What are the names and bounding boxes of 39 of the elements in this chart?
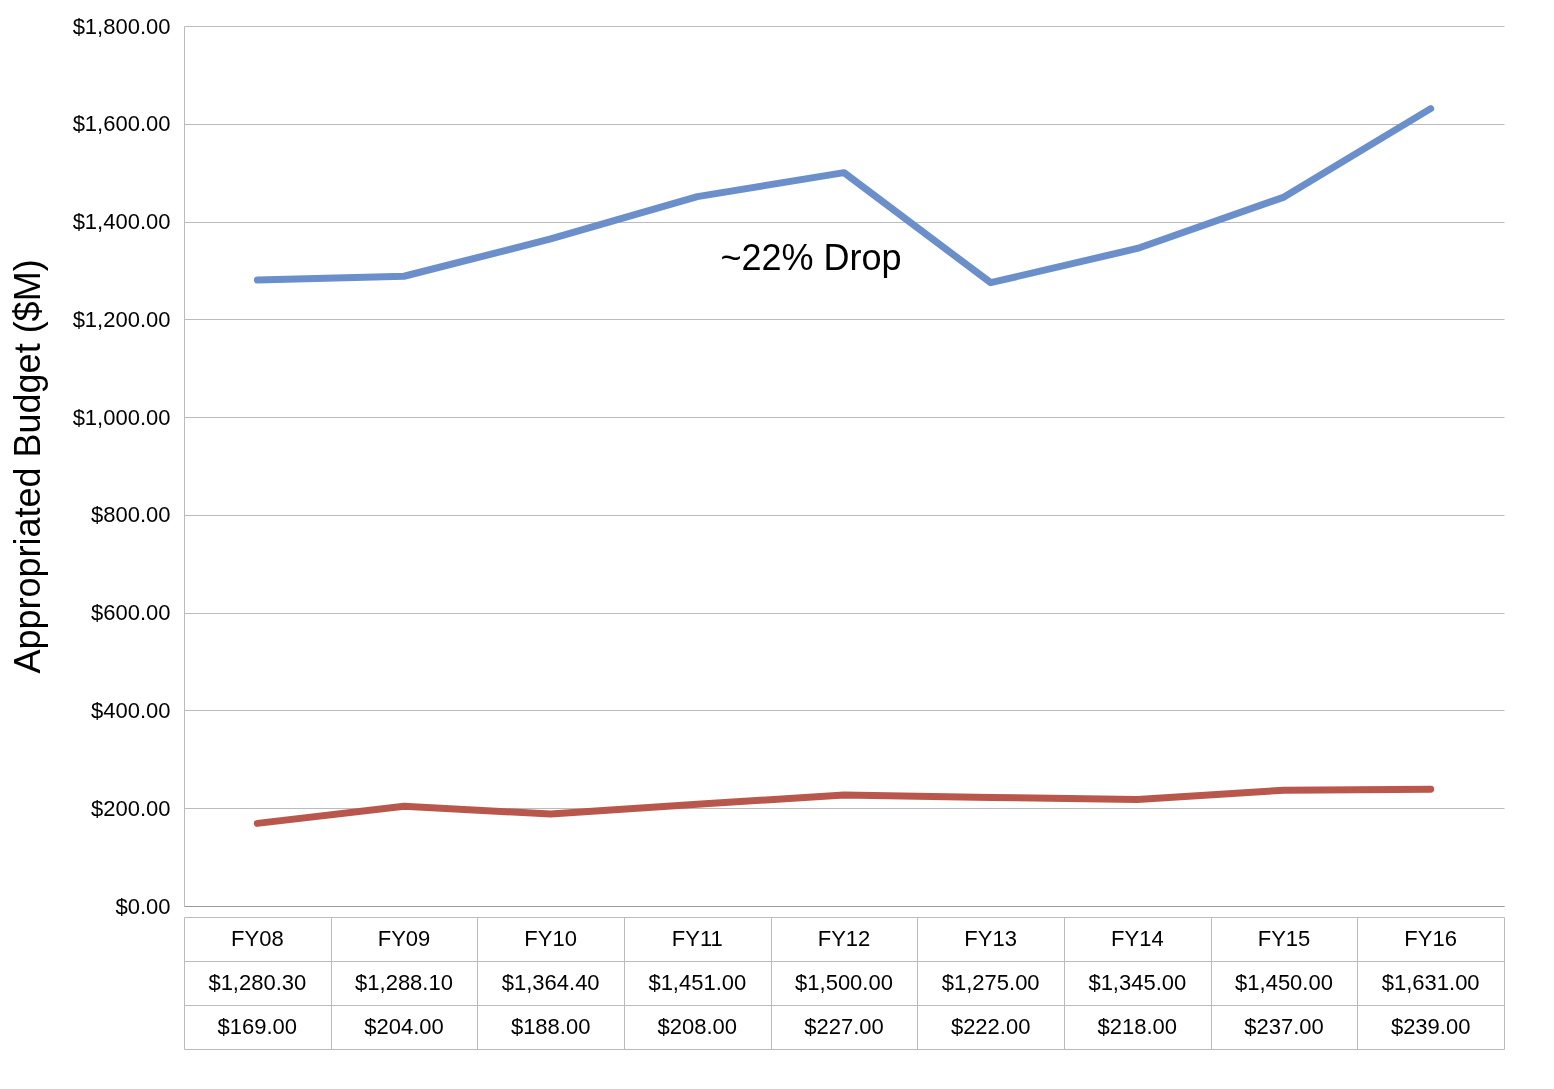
y-tick-label: $400.00 [90, 697, 171, 723]
x-tick-label: FY15 [1257, 926, 1311, 951]
x-tick-label: FY13 [964, 926, 1017, 951]
data-label: $237.00 [1244, 1014, 1324, 1039]
x-tick-label: FY11 [671, 926, 723, 951]
y-tick-label: $1,800.00 [72, 13, 171, 39]
y-axis-title: Appropriated Budget ($M) [6, 259, 48, 674]
data-label: $218.00 [1097, 1014, 1178, 1039]
data-label: $208.00 [657, 1014, 738, 1039]
y-tick-label: $1,600.00 [72, 111, 171, 137]
data-label: $1,345.00 [1088, 970, 1187, 995]
data-label: $227.00 [804, 1014, 884, 1039]
x-tick-label: FY10 [524, 926, 577, 951]
data-label: $188.00 [510, 1014, 591, 1039]
y-tick-label: $1,200.00 [72, 306, 171, 332]
y-tick-label: $1,000.00 [72, 404, 171, 430]
x-tick-label: FY14 [1111, 926, 1164, 951]
x-tick-label: FY12 [817, 926, 871, 951]
data-label: $1,500.00 [795, 970, 893, 995]
x-tick-label: FY16 [1404, 926, 1457, 951]
data-label: $1,364.40 [501, 970, 600, 995]
data-label: $222.00 [950, 1014, 1031, 1039]
y-tick-label: $800.00 [90, 502, 171, 528]
y-tick-label: $200.00 [90, 795, 171, 821]
data-label: $239.00 [1390, 1014, 1471, 1039]
data-label: $1,451.00 [648, 970, 747, 995]
data-label: $1,280.30 [208, 970, 307, 995]
annotation: ~22% Drop [720, 237, 902, 279]
data-label: $204.00 [364, 1014, 444, 1039]
y-tick-label: $600.00 [90, 600, 171, 626]
data-label: $1,288.10 [355, 970, 453, 995]
y-tick-label: $0.00 [115, 893, 171, 919]
data-label: $1,631.00 [1381, 970, 1480, 995]
data-label: $1,450.00 [1235, 970, 1333, 995]
data-label: $1,275.00 [941, 970, 1040, 995]
x-tick-label: FY08 [231, 926, 284, 951]
data-label: $169.00 [217, 1014, 298, 1039]
y-tick-label: $1,400.00 [72, 209, 171, 235]
x-tick-label: FY09 [377, 926, 431, 951]
